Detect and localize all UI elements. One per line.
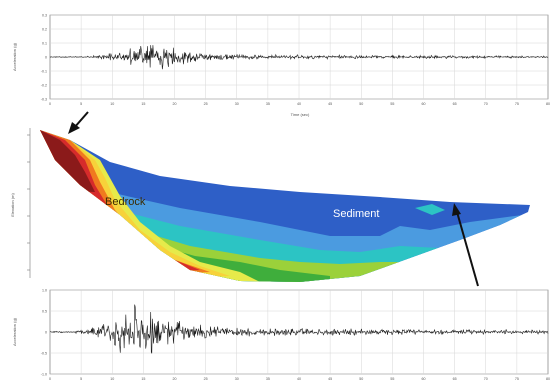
x-tick-label: 60	[422, 377, 426, 381]
y-tick-label: 0.2	[42, 27, 47, 31]
x-tick-label: 60	[422, 102, 426, 106]
x-tick-label: 65	[453, 102, 457, 106]
x-tick-label: 30	[235, 102, 239, 106]
top-x-ticks: 0 5 10 15 20 25 30 35 40 45 50 55 60 65 70 75 80	[49, 102, 550, 106]
x-tick-label: 35	[266, 102, 270, 106]
top-seismogram-panel: 0.3 0.2 0.1 0 -0.1 -0.2 -0.3 0 5 10 15 20 25 30 35 40 4…	[12, 13, 550, 117]
x-tick-label: 15	[141, 102, 145, 106]
x-tick-label: 75	[515, 102, 519, 106]
x-tick-label: 20	[173, 102, 177, 106]
x-tick-label: 10	[110, 102, 114, 106]
x-tick-label: 70	[484, 377, 488, 381]
bedrock-label: Bedrock	[105, 196, 146, 208]
x-tick-label: 25	[204, 377, 208, 381]
surface-station-arrow	[452, 203, 479, 287]
y-tick-label: -0.2	[41, 83, 47, 87]
x-tick-label: 0	[49, 377, 51, 381]
x-tick-label: 15	[141, 377, 145, 381]
top-y-ticks: 0.3 0.2 0.1 0 -0.1 -0.2 -0.3	[41, 13, 47, 101]
top-x-axis-label: Time (sec)	[291, 112, 310, 117]
x-tick-label: 5	[80, 102, 82, 106]
x-tick-label: 50	[359, 377, 363, 381]
x-tick-label: 45	[328, 377, 332, 381]
y-tick-label: 0	[45, 55, 47, 59]
section-y-ticks	[27, 134, 30, 271]
x-tick-label: 0	[49, 102, 51, 106]
x-tick-label: 75	[515, 377, 519, 381]
x-tick-label: 45	[328, 102, 332, 106]
bottom-y-ticks: 1.0 0.5 0 -0.5 -1.0	[41, 288, 47, 376]
x-tick-label: 5	[80, 377, 82, 381]
x-tick-label: 55	[390, 377, 394, 381]
x-tick-label: 30	[235, 377, 239, 381]
x-tick-label: 55	[390, 102, 394, 106]
x-tick-label: 40	[297, 377, 301, 381]
y-tick-label: 0	[45, 330, 47, 334]
y-tick-label: 0.3	[42, 13, 47, 17]
bottom-grid	[50, 289, 548, 375]
bottom-seismogram-panel: 1.0 0.5 0 -0.5 -1.0 0 5 10 15 20 25 30 35 40 45 50 55 60…	[12, 288, 550, 381]
y-tick-label: 1.0	[42, 288, 47, 292]
x-tick-label: 80	[546, 102, 550, 106]
bottom-x-ticks: 0 5 10 15 20 25 30 35 40 45 50 55 60 65 70 75 80	[49, 377, 550, 381]
section-y-axis-label: Elevation (m)	[10, 193, 15, 217]
x-tick-label: 40	[297, 102, 301, 106]
x-tick-label: 25	[204, 102, 208, 106]
x-tick-label: 65	[453, 377, 457, 381]
y-tick-label: -1.0	[41, 372, 47, 376]
incident-wave-arrow	[68, 111, 89, 134]
y-tick-label: 0.1	[42, 41, 47, 45]
valley-cross-section-panel: Elevation (m) Bedrock Sediment	[10, 111, 530, 287]
x-tick-label: 80	[546, 377, 550, 381]
x-tick-label: 10	[110, 377, 114, 381]
y-tick-label: -0.3	[41, 97, 47, 101]
y-tick-label: -0.5	[41, 351, 47, 355]
y-tick-label: 0.5	[42, 309, 47, 313]
bottom-y-axis-label: Acceleration (g)	[12, 317, 17, 346]
x-tick-label: 20	[173, 377, 177, 381]
y-tick-label: -0.1	[41, 69, 47, 73]
bottom-seismogram-trace	[49, 304, 549, 354]
velocity-contours	[40, 130, 530, 282]
contour-teal-pocket	[415, 204, 445, 215]
top-y-axis-label: Acceleration (g)	[12, 42, 17, 71]
x-tick-label: 50	[359, 102, 363, 106]
sediment-label: Sediment	[333, 208, 379, 220]
top-seismogram-trace	[49, 45, 549, 70]
x-tick-label: 35	[266, 377, 270, 381]
x-tick-label: 70	[484, 102, 488, 106]
